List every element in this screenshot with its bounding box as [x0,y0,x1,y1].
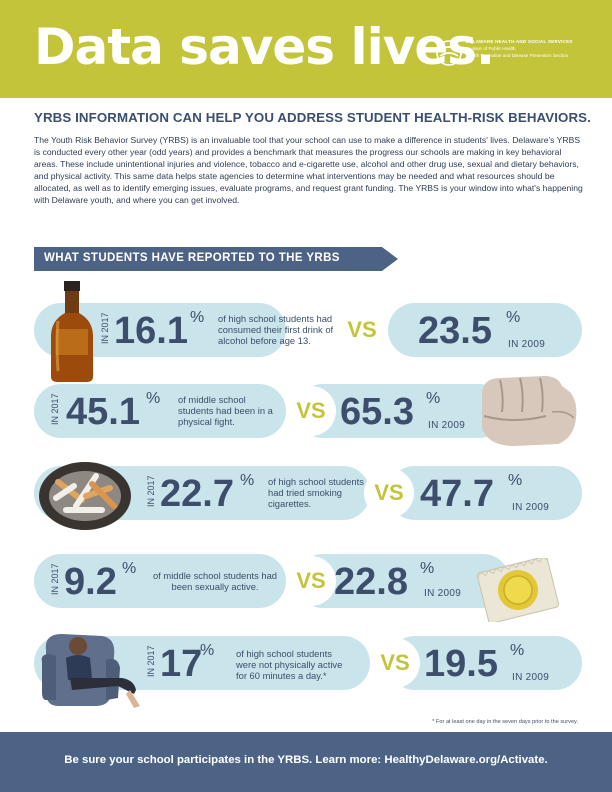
stat-unit: % [190,309,205,326]
stat-value-2009: 47.7 [420,473,494,515]
year-label-2009: IN 2009 [428,420,466,431]
vs-badge: VS [337,305,387,355]
ashtray-icon [39,462,131,530]
vs-badge: VS [370,638,420,688]
stat-value-2009: 19.5 [424,643,498,685]
person-in-armchair-icon [41,634,140,708]
stat-value-2017: 16.1 [114,310,188,352]
page-title: Data saves lives. [34,18,495,76]
stat-unit: % [240,472,255,489]
logo-line-3: Health Promotion and Disease Prevention … [466,53,569,58]
header-banner: Data saves lives. DELAWARE HEALTH AND SO… [0,0,612,98]
year-label-2017: IN 2017 [100,312,110,344]
stat-value-2017: 17 [160,643,203,685]
fist-icon [482,376,577,446]
year-label-2017: IN 2017 [146,475,156,507]
vs-badge: VS [286,386,336,436]
stat-value-2017: 45.1 [66,391,140,433]
stat-description: of high school students had tried smokin… [268,476,364,509]
stat-description: of middle school students had been sexua… [152,570,278,592]
logo-line-2: Division of Public Health [466,46,516,51]
stat-description: of high school students were not physica… [236,648,343,681]
vs-badge: VS [286,556,336,606]
stat-unit: % [146,390,161,407]
stat-unit-2009: % [426,390,441,407]
vs-badge: VS [364,468,414,518]
section-title: WHAT STUDENTS HAVE REPORTED TO THE YRBS [44,252,340,264]
stat-unit-2009: % [508,472,523,489]
stat-unit: % [122,560,137,577]
stat-value-2009: 65.3 [340,391,414,433]
stat-value-2017: 9.2 [64,561,117,603]
intro-heading: YRBS INFORMATION CAN HELP YOU ADDRESS ST… [34,110,591,125]
stat-value-2009: 22.8 [334,561,408,603]
stat-unit-2009: % [420,560,435,577]
year-label-2009: IN 2009 [508,339,546,350]
year-label-2017: IN 2017 [50,393,60,425]
year-label-2017: IN 2017 [146,645,156,677]
whiskey-bottle-icon [50,281,94,382]
stat-value-2009: 23.5 [418,310,492,352]
stat-unit-2009: % [510,642,525,659]
stat-description: of middle school students had been in a … [178,394,273,427]
footnote: * For at least one day in the seven days… [432,719,578,725]
year-label-2009: IN 2009 [512,502,550,513]
intro-body: The Youth Risk Behavior Survey (YRBS) is… [34,135,583,206]
dhss-logo: DELAWARE HEALTH AND SOCIAL SERVICES Divi… [436,38,596,70]
stat-pill-2009-alcohol [388,303,582,357]
section-banner: WHAT STUDENTS HAVE REPORTED TO THE YRBS [34,247,398,271]
footer-banner: Be sure your school participates in the … [0,732,612,792]
stat-pill-2009-activity [388,636,582,690]
stat-unit-2009: % [506,309,521,326]
year-label-2009: IN 2009 [424,588,462,599]
stat-description: of high school students had consumed the… [218,313,334,346]
dhss-logo-icon [436,40,462,66]
year-label-2009: IN 2009 [512,672,550,683]
stat-pill-2017-fight [34,384,286,438]
stat-pill-2017-sexual [34,554,286,608]
footer-cta-text: Be sure your school participates in the … [64,754,548,766]
stat-pill-2009-smoking [388,466,582,520]
stat-value-2017: 22.7 [160,473,234,515]
stat-unit: % [200,642,215,659]
year-label-2017: IN 2017 [50,563,60,595]
logo-line-1: DELAWARE HEALTH AND SOCIAL SERVICES [466,39,573,44]
condom-packet-icon [476,558,560,622]
